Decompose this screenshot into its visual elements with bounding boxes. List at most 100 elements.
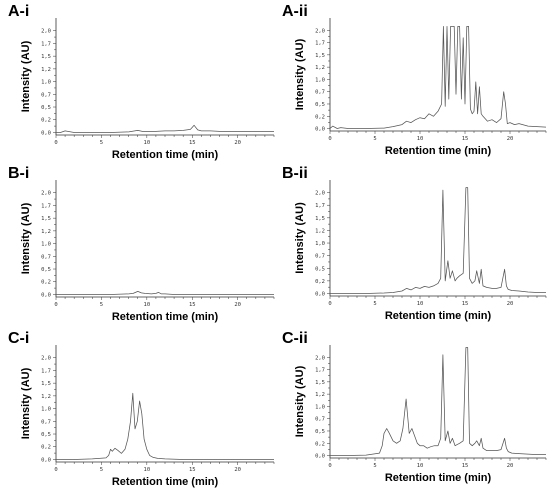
panel-label: C-ii [282, 330, 308, 347]
y-tick-label: 0,7 [41, 419, 51, 425]
x-tick-label: 5 [373, 301, 376, 307]
y-tick-label: 0,7 [315, 90, 325, 96]
y-tick-label: 0,2 [315, 279, 325, 285]
y-tick-label: 2,0 [315, 28, 325, 34]
y-tick-label: 1,5 [315, 380, 325, 386]
y-tick-label: 0,2 [315, 114, 325, 120]
x-tick-label: 10 [417, 136, 424, 142]
chromatogram-trace [56, 124, 274, 133]
chromatogram-trace [329, 26, 547, 129]
x-tick-label: 5 [100, 467, 103, 473]
y-tick-label: 1,2 [41, 229, 51, 235]
x-tick-label: 5 [373, 463, 376, 469]
x-axis-title: Retention time (min) [385, 310, 492, 322]
x-tick-label: 5 [100, 302, 103, 308]
y-tick-label: 2,0 [41, 191, 51, 197]
panel-label: A-ii [282, 3, 308, 20]
y-tick-label: 0,0 [41, 292, 51, 298]
chart-panel: 0 5 10 15 20 0,0 0,2 0,5 0,7 1,0 1,2 1,5 1,7 2,0 Reten… [8, 165, 275, 323]
x-tick-label: 20 [507, 136, 514, 142]
panel-label: B-ii [282, 165, 308, 182]
y-tick-label: 0,5 [41, 432, 51, 438]
x-tick-label: 20 [507, 301, 514, 307]
y-tick-label: 0,2 [41, 118, 51, 124]
x-tick-label: 15 [189, 140, 196, 146]
y-tick-label: 0,5 [41, 267, 51, 273]
y-tick-label: 1,0 [41, 242, 51, 248]
y-axis-title: Intensity (AU) [294, 38, 306, 110]
y-tick-label: 1,0 [315, 404, 325, 410]
y-tick-label: 0,0 [41, 130, 51, 136]
x-tick-label: 20 [234, 140, 241, 146]
y-tick-label: 1,0 [315, 77, 325, 83]
y-tick-label: 1,2 [315, 65, 325, 71]
x-tick-label: 15 [462, 136, 469, 142]
y-tick-label: 0,5 [315, 429, 325, 435]
x-tick-label: 0 [54, 140, 57, 146]
x-tick-label: 10 [144, 302, 151, 308]
y-tick-label: 0,7 [315, 254, 325, 260]
y-tick-label: 0,7 [41, 92, 51, 98]
y-tick-label: 0,0 [315, 127, 325, 133]
x-tick-label: 10 [144, 467, 151, 473]
y-tick-label: 1,7 [41, 203, 51, 209]
y-tick-label: 0,7 [41, 254, 51, 260]
x-axis-title: Retention time (min) [112, 149, 219, 161]
x-tick-label: 15 [189, 302, 196, 308]
y-tick-label: 2,0 [41, 356, 51, 362]
x-tick-label: 0 [328, 136, 331, 142]
x-axis-title: Retention time (min) [385, 472, 492, 484]
x-axis-title: Retention time (min) [112, 476, 219, 488]
y-tick-label: 1,2 [41, 394, 51, 400]
chromatogram-trace [330, 347, 546, 456]
chart-panel: 0 5 10 15 20 0,0 0,2 0,5 0,7 1,0 1,2 1,5 1,7 2,0 Reten… [282, 165, 547, 322]
chromatogram-trace [330, 187, 546, 294]
x-tick-label: 15 [189, 467, 196, 473]
y-axis-title: Intensity (AU) [20, 202, 32, 274]
y-axis-title: Intensity (AU) [20, 40, 32, 112]
chart-panel: 0 5 10 15 20 0,0 0,2 0,5 0,7 1,0 1,2 1,5 1,7 2,0 Reten… [282, 3, 547, 157]
y-tick-label: 2,0 [315, 355, 325, 361]
y-tick-label: 1,5 [41, 54, 51, 60]
panel-label: B-i [8, 165, 29, 182]
y-tick-label: 1,5 [41, 381, 51, 387]
chart-panel: 0 5 10 15 20 0,0 0,2 0,5 0,7 1,0 1,2 1,5 1,7 2,0 Reten… [282, 330, 547, 484]
chart-panel: 0 5 10 15 20 0,0 0,2 0,5 0,7 1,0 1,2 1,5 1,7 2,0 Reten… [8, 3, 275, 161]
y-tick-label: 0,5 [315, 102, 325, 108]
y-tick-label: 0,7 [315, 417, 325, 423]
y-tick-label: 1,0 [41, 407, 51, 413]
y-tick-label: 2,0 [41, 29, 51, 35]
x-tick-label: 10 [144, 140, 151, 146]
x-tick-label: 20 [234, 467, 241, 473]
x-axis-title: Retention time (min) [112, 311, 219, 323]
panel-label: C-i [8, 330, 29, 347]
y-axis-title: Intensity (AU) [294, 202, 306, 274]
y-tick-label: 1,7 [41, 41, 51, 47]
y-axis-title: Intensity (AU) [294, 365, 306, 437]
x-tick-label: 0 [328, 301, 331, 307]
x-tick-label: 10 [417, 463, 424, 469]
y-tick-label: 0,2 [41, 445, 51, 451]
x-tick-label: 5 [100, 140, 103, 146]
y-tick-label: 0,2 [41, 280, 51, 286]
y-tick-label: 0,0 [315, 454, 325, 460]
x-tick-label: 20 [507, 463, 514, 469]
y-tick-label: 1,0 [41, 80, 51, 86]
y-tick-label: 0,5 [41, 105, 51, 111]
y-tick-label: 1,5 [41, 216, 51, 222]
chromatogram-trace [56, 392, 274, 460]
y-tick-label: 0,0 [315, 291, 325, 297]
y-tick-label: 0,0 [41, 457, 51, 463]
x-tick-label: 0 [328, 463, 331, 469]
y-tick-label: 1,5 [315, 53, 325, 59]
x-tick-label: 0 [54, 467, 57, 473]
y-tick-label: 1,7 [315, 41, 325, 47]
x-axis-title: Retention time (min) [385, 145, 492, 157]
y-tick-label: 1,2 [315, 228, 325, 234]
y-tick-label: 1,2 [315, 392, 325, 398]
x-tick-label: 20 [234, 302, 241, 308]
y-tick-label: 1,5 [315, 216, 325, 222]
x-tick-label: 15 [462, 301, 469, 307]
